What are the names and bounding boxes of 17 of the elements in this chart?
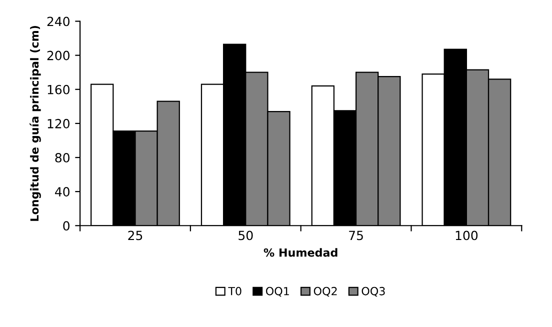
legend-label: OQ3: [362, 286, 385, 297]
x-tick-label: 100: [456, 230, 478, 240]
y-tick-label: 160: [48, 84, 70, 94]
x-tick-label: 75: [349, 230, 363, 240]
legend-label: T0: [228, 286, 242, 296]
y-tick-label: 200: [47, 50, 70, 60]
y-tick-label: 120: [48, 118, 70, 128]
x-tick-label: 25: [128, 230, 142, 240]
y-tick-label: 0: [63, 221, 70, 231]
y-tick-label: 40: [55, 187, 70, 196]
x-tick-label: 50: [238, 230, 253, 240]
y-tick-label: 240: [47, 16, 70, 26]
legend-label: OQ2: [314, 286, 337, 297]
legend-label: OQ1: [266, 286, 289, 297]
x-axis-title: % Humedad: [264, 248, 338, 257]
y-axis-title: Longitud de guía principal (cm): [30, 26, 41, 221]
y-tick-label: 80: [55, 152, 70, 162]
